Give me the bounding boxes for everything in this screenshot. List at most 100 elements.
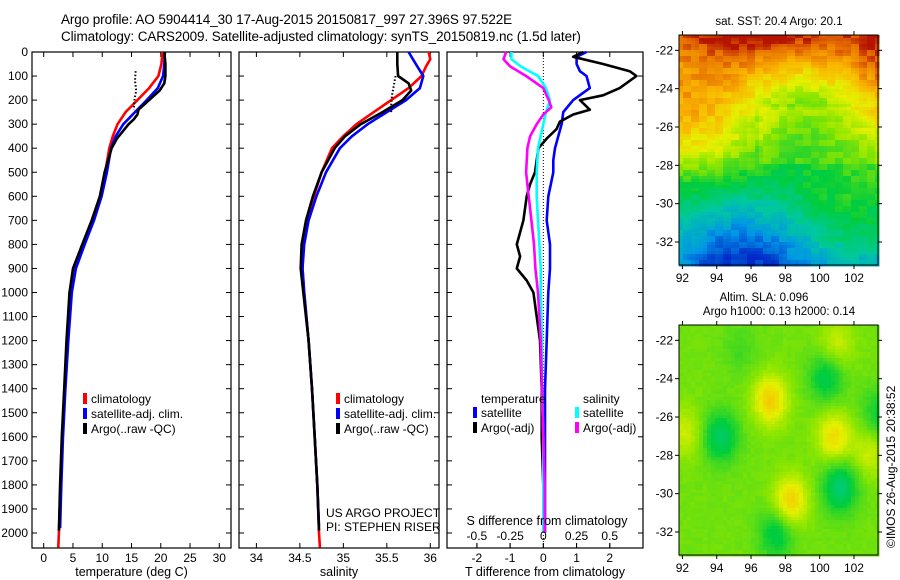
sst-map-cell — [715, 35, 720, 39]
depth-tick-label: 200 — [8, 93, 28, 107]
sst-map-cell — [871, 107, 876, 111]
sst-map-cell — [763, 47, 768, 51]
sst-map-cell — [823, 254, 828, 258]
sla-map-cell — [735, 331, 740, 335]
sst-map-cell — [863, 38, 868, 42]
sst-map-cell — [711, 38, 716, 42]
sst-map-cell — [831, 164, 836, 168]
sst-map-cell — [875, 113, 880, 117]
sst-map-cell — [751, 128, 756, 132]
sst-map-cell — [775, 158, 780, 162]
sst-map-cell — [711, 245, 716, 249]
sst-map-cell — [723, 89, 728, 93]
sla-map-cell — [787, 331, 792, 335]
sla-map-cell — [743, 367, 748, 371]
sst-map-cell — [839, 74, 844, 78]
sst-map-cell — [815, 107, 820, 111]
sst-map-cell — [719, 59, 724, 63]
sla-map-cell — [835, 361, 840, 365]
sst-map-cell — [731, 209, 736, 213]
sst-map-cell — [691, 41, 696, 45]
sst-map-cell — [747, 143, 752, 147]
sst-map-cell — [691, 143, 696, 147]
sla-map-cell — [715, 364, 720, 368]
sst-map-cell — [743, 35, 748, 39]
sst-map-cell — [827, 170, 832, 174]
sst-map-cell — [783, 68, 788, 72]
sst-map-cell — [679, 128, 684, 132]
sst-map-cell — [779, 62, 784, 66]
sst-map-cell — [727, 134, 732, 138]
sla-map-cell — [875, 331, 880, 335]
sst-map-cell — [751, 95, 756, 99]
sst-map-cell — [699, 173, 704, 177]
sla-map-cell — [731, 373, 736, 377]
sst-map-cell — [827, 83, 832, 87]
sst-map-cell — [679, 74, 684, 78]
sla-map-cell — [759, 358, 764, 362]
sst-map-cell — [831, 191, 836, 195]
sst-map-cell — [847, 206, 852, 210]
depth-tick-label: 1500 — [1, 406, 28, 420]
sst-map-cell — [731, 47, 736, 51]
sst-map-cell — [735, 257, 740, 261]
sst-map-cell — [847, 197, 852, 201]
sst-map-cell — [695, 170, 700, 174]
sst-map-cell — [691, 134, 696, 138]
sst-map-cell — [767, 140, 772, 144]
sla-map-cell — [839, 367, 844, 371]
sst-map-cell — [811, 158, 816, 162]
sst-map-cell — [747, 206, 752, 210]
sst-map-cell — [711, 164, 716, 168]
sst-map-cell — [863, 173, 868, 177]
sla-map-cell — [711, 334, 716, 338]
sst-map-cell — [763, 143, 768, 147]
sst-map-cell — [719, 158, 724, 162]
sst-map-cell — [787, 56, 792, 60]
sst-map-cell — [843, 251, 848, 255]
sst-map-cell — [843, 92, 848, 96]
sst-map-cell — [735, 170, 740, 174]
sst-map-cell — [699, 77, 704, 81]
sst-map-cell — [703, 98, 708, 102]
sst-map-cell — [711, 35, 716, 39]
sst-map-cell — [767, 71, 772, 75]
sla-map-cell — [811, 349, 816, 353]
sst-map-cell — [835, 221, 840, 225]
sst-map-cell — [703, 212, 708, 216]
sst-map-cell — [687, 194, 692, 198]
sst-map-cell — [871, 194, 876, 198]
sst-map-cell — [807, 143, 812, 147]
sst-map-cell — [875, 173, 880, 177]
sst-map-cell — [799, 89, 804, 93]
sst-map-cell — [855, 257, 860, 261]
sst-map-cell — [779, 221, 784, 225]
temp-xtick-label: 30 — [213, 551, 227, 565]
sst-map-cell — [751, 38, 756, 42]
sst-map-cell — [803, 41, 808, 45]
sst-map-cell — [855, 101, 860, 105]
sst-map-cell — [739, 245, 744, 249]
sst-map-cell — [771, 92, 776, 96]
sst-map-cell — [727, 74, 732, 78]
sst-map-cell — [863, 176, 868, 180]
sst-map-cell — [871, 212, 876, 216]
sst-map-cell — [827, 131, 832, 135]
sla-map-cell — [815, 355, 820, 359]
sst-map-cell — [815, 179, 820, 183]
sst-map-cell — [847, 119, 852, 123]
sst-map-cell — [779, 143, 784, 147]
sst-map-cell — [727, 131, 732, 135]
sal-line-argo-raw-dotted- — [390, 75, 397, 113]
sst-map-cell — [799, 164, 804, 168]
sst-map-cell — [867, 176, 872, 180]
sst-map-cell — [723, 104, 728, 108]
sst-map-cell — [851, 38, 856, 42]
sst-map-cell — [771, 227, 776, 231]
sst-map-cell — [811, 95, 816, 99]
sst-map-cell — [679, 59, 684, 63]
sst-map-cell — [687, 224, 692, 228]
sst-map-cell — [839, 188, 844, 192]
sst-map-cell — [807, 50, 812, 54]
sla-map-cell — [695, 343, 700, 347]
